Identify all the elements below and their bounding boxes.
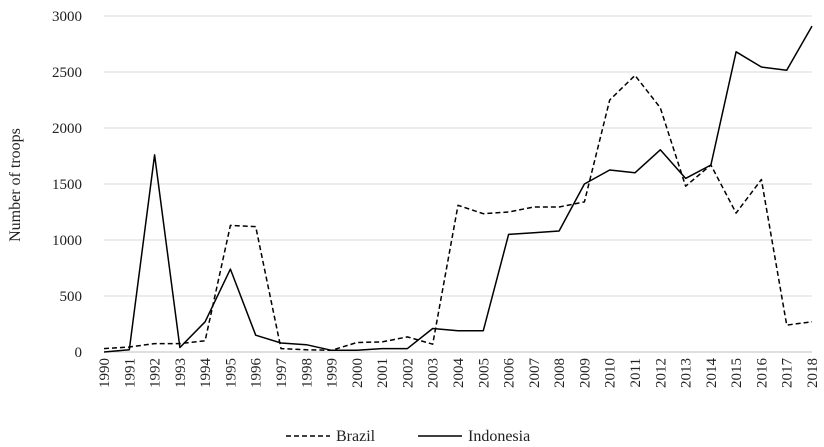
- y-axis-ticks: 0 500 1000 1500 2000 2500 3000: [52, 9, 82, 361]
- x-tick-label: 2004: [451, 358, 467, 389]
- x-axis-ticks: 1990 1991 1992 1993 1994 1995 1996 1997 1998 1999…: [97, 358, 821, 389]
- series-line-indonesia: [103, 25, 813, 353]
- x-tick-label: 2010: [603, 358, 619, 388]
- x-tick-label: 1996: [249, 358, 265, 389]
- x-tick-label: 2017: [780, 358, 796, 389]
- x-tick-label: 1994: [198, 358, 214, 389]
- legend-label: Indonesia: [468, 428, 530, 445]
- x-tick-label: 1993: [173, 358, 189, 388]
- y-axis-title: Number of troops: [7, 128, 24, 242]
- x-tick-label: 1998: [299, 358, 315, 388]
- x-tick-label: 2015: [729, 358, 745, 388]
- y-tick-label: 2000: [52, 121, 82, 137]
- x-tick-label: 2001: [375, 358, 391, 388]
- legend-item-brazil: Brazil: [286, 428, 376, 445]
- y-tick-label: 1500: [52, 177, 82, 193]
- x-tick-label: 2000: [350, 358, 366, 388]
- x-tick-label: 2003: [426, 358, 442, 388]
- x-tick-label: 2005: [476, 358, 492, 388]
- x-tick-label: 2012: [653, 358, 669, 388]
- legend-label: Brazil: [336, 428, 376, 445]
- x-tick-label: 1997: [274, 358, 290, 389]
- x-tick-label: 2016: [754, 358, 770, 389]
- y-tick-label: 3000: [52, 9, 82, 25]
- x-tick-label: 2009: [577, 358, 593, 388]
- series-lines: [103, 25, 813, 353]
- x-tick-label: 1990: [97, 358, 113, 388]
- x-tick-label: 2011: [628, 358, 644, 387]
- x-tick-label: 2006: [502, 358, 518, 389]
- x-tick-label: 1999: [325, 358, 341, 388]
- y-tick-label: 500: [60, 289, 83, 305]
- x-tick-label: 2013: [679, 358, 695, 388]
- x-tick-label: 1995: [223, 358, 239, 388]
- x-tick-label: 1991: [122, 358, 138, 388]
- x-tick-label: 1992: [148, 358, 164, 388]
- x-tick-label: 2018: [805, 358, 821, 388]
- x-tick-label: 2002: [400, 358, 416, 388]
- x-tick-label: 2007: [527, 358, 543, 389]
- legend-item-indonesia: Indonesia: [418, 428, 530, 445]
- x-tick-label: 2014: [704, 358, 720, 389]
- y-tick-label: 0: [75, 345, 83, 361]
- x-tick-label: 2008: [552, 358, 568, 388]
- y-tick-label: 1000: [52, 233, 82, 249]
- gridlines: [104, 15, 812, 353]
- legend: Brazil Indonesia: [286, 428, 530, 445]
- y-tick-label: 2500: [52, 65, 82, 81]
- series-line-brazil: [103, 74, 813, 352]
